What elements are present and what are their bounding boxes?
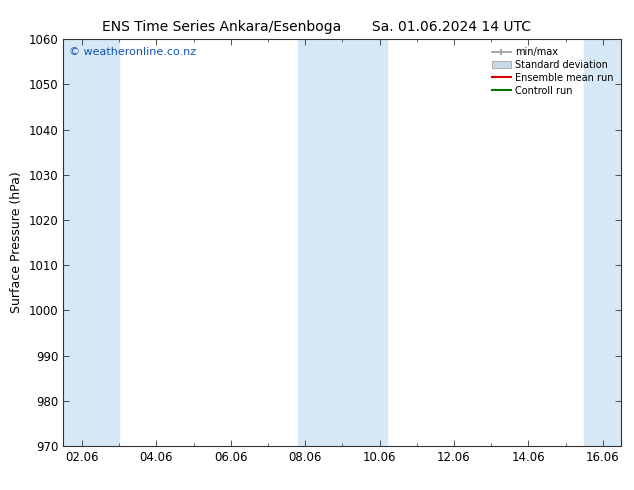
Bar <box>584 39 621 446</box>
Legend: min/max, Standard deviation, Ensemble mean run, Controll run: min/max, Standard deviation, Ensemble me… <box>489 44 616 98</box>
Bar <box>63 39 119 446</box>
Bar <box>298 39 387 446</box>
Text: © weatheronline.co.nz: © weatheronline.co.nz <box>69 48 196 57</box>
Text: ENS Time Series Ankara/Esenboga       Sa. 01.06.2024 14 UTC: ENS Time Series Ankara/Esenboga Sa. 01.0… <box>103 20 531 34</box>
Y-axis label: Surface Pressure (hPa): Surface Pressure (hPa) <box>10 172 23 314</box>
